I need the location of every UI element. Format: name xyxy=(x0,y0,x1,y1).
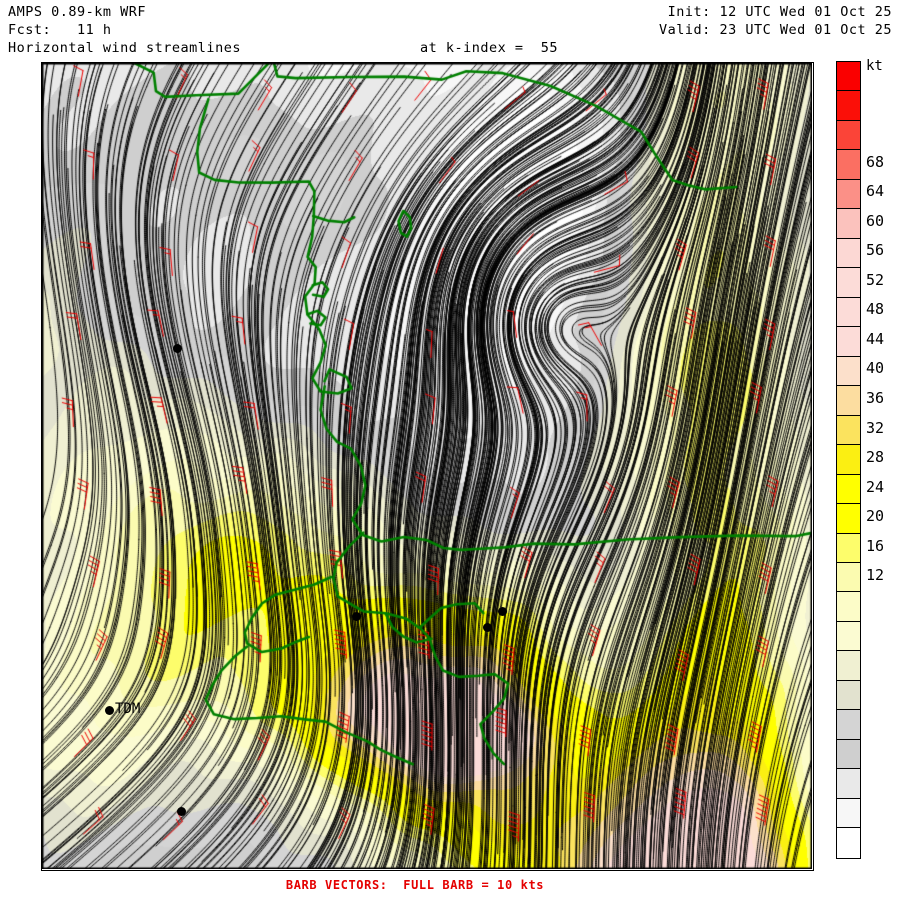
colorbar-tick-68: 68 xyxy=(866,152,885,171)
colorbar-band-13 xyxy=(837,445,860,475)
colorbar-band-5 xyxy=(837,209,860,239)
station-dot-icon xyxy=(173,344,182,353)
colorbar-band-7 xyxy=(837,268,860,298)
colorbar-band-6 xyxy=(837,238,860,269)
station-label: TDM xyxy=(115,701,141,717)
barb-caption: BARB VECTORS: FULL BARB = 10 kts xyxy=(285,878,545,892)
colorbar-tick-60: 60 xyxy=(866,211,885,230)
wind-speed-colorbar xyxy=(836,61,861,859)
header-valid-time: Valid: 23 UTC Wed 01 Oct 25 xyxy=(659,22,892,38)
station-dot-icon xyxy=(483,623,492,632)
header-init-time: Init: 12 UTC Wed 01 Oct 25 xyxy=(667,4,892,20)
colorbar-band-1 xyxy=(837,91,860,121)
colorbar-band-26 xyxy=(837,828,860,858)
colorbar-band-15 xyxy=(837,504,860,534)
colorbar-band-0 xyxy=(837,62,860,92)
colorbar-band-24 xyxy=(837,769,860,799)
colorbar-tick-28: 28 xyxy=(866,448,885,467)
header-forecast: Fcst: 11 h xyxy=(8,22,112,38)
colorbar-band-8 xyxy=(837,297,860,328)
header-k-index: at k-index = 55 xyxy=(420,40,559,56)
station-dot-icon xyxy=(177,807,186,816)
colorbar-tick-20: 20 xyxy=(866,507,885,526)
header-model: AMPS 0.89-km WRF xyxy=(8,4,147,20)
colorbar-band-23 xyxy=(837,739,860,770)
colorbar-band-4 xyxy=(837,179,860,210)
colorbar-tick-56: 56 xyxy=(866,241,885,260)
colorbar-tick-12: 12 xyxy=(866,566,885,585)
station-dot-icon xyxy=(105,706,114,715)
header-field: Horizontal wind streamlines xyxy=(8,40,241,56)
colorbar-band-21 xyxy=(837,680,860,711)
colorbar-tick-40: 40 xyxy=(866,359,885,378)
station-dot-icon xyxy=(498,607,507,616)
colorbar-band-22 xyxy=(837,710,860,740)
wind-field-canvas xyxy=(42,63,812,869)
colorbar-tick-52: 52 xyxy=(866,270,885,289)
colorbar-band-14 xyxy=(837,474,860,505)
colorbar-band-25 xyxy=(837,798,860,829)
colorbar-tick-16: 16 xyxy=(866,536,885,555)
colorbar-tick-32: 32 xyxy=(866,418,885,437)
colorbar-unit-label: kt xyxy=(866,58,883,74)
colorbar-tick-44: 44 xyxy=(866,329,885,348)
colorbar-band-12 xyxy=(837,415,860,446)
colorbar-band-16 xyxy=(837,533,860,563)
colorbar-band-18 xyxy=(837,592,860,622)
colorbar-band-11 xyxy=(837,386,860,416)
colorbar-band-3 xyxy=(837,150,860,180)
colorbar-band-17 xyxy=(837,562,860,593)
colorbar-tick-labels: 68 64 60 56 52 48 44 40 36 32 28 24 20 16 12 xyxy=(864,55,900,875)
colorbar-band-2 xyxy=(837,120,860,151)
map-plot-area[interactable]: TDM xyxy=(41,62,814,871)
station-dot-icon xyxy=(352,612,361,621)
colorbar-tick-48: 48 xyxy=(866,300,885,319)
colorbar-tick-64: 64 xyxy=(866,182,885,201)
colorbar-band-10 xyxy=(837,356,860,387)
colorbar-band-9 xyxy=(837,327,860,357)
colorbar-band-19 xyxy=(837,621,860,652)
colorbar-tick-36: 36 xyxy=(866,389,885,407)
colorbar-band-20 xyxy=(837,651,860,681)
colorbar-tick-24: 24 xyxy=(866,477,885,496)
